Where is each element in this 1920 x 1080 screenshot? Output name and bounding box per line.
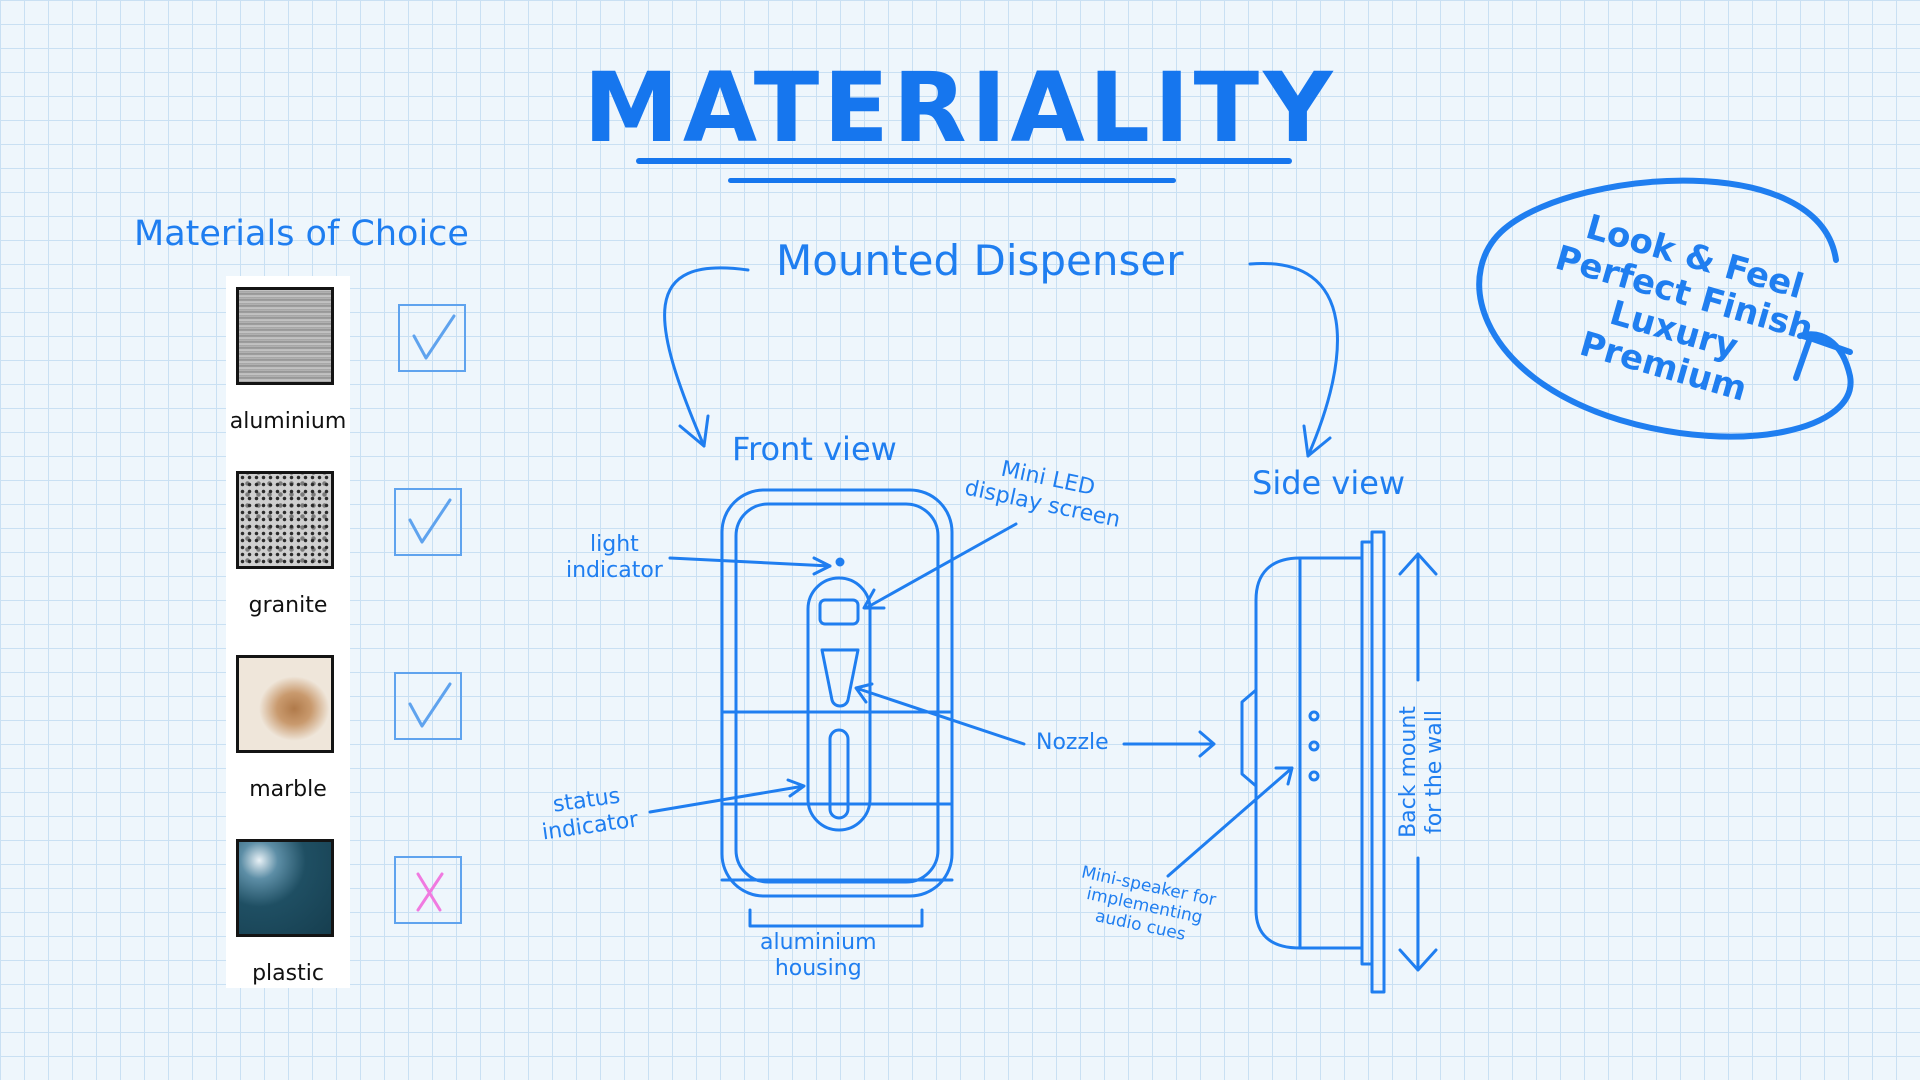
- checkmark-icon: [408, 498, 452, 544]
- leader-light: [668, 556, 832, 576]
- light-indicator-annotation: light indicator: [566, 532, 663, 583]
- housing-annotation: aluminium housing: [760, 930, 877, 981]
- front-view-label: Front view: [732, 430, 897, 468]
- marble-checkbox[interactable]: [394, 672, 462, 740]
- checkmark-icon: [412, 314, 456, 360]
- page-title: MATERIALITY: [583, 52, 1337, 164]
- plastic-checkbox[interactable]: [394, 856, 462, 924]
- arrowhead-front: [678, 414, 710, 448]
- material-label: granite: [248, 593, 328, 618]
- front-control-strip: [806, 576, 872, 832]
- light-indicator-dot: [835, 557, 845, 567]
- nozzle-shape: [820, 648, 860, 708]
- speaker-hole: [1308, 710, 1320, 722]
- cross-icon: [416, 872, 444, 912]
- leader-status: [648, 778, 806, 814]
- dimension-head-top: [1398, 552, 1438, 576]
- aluminium-checkbox[interactable]: [398, 304, 466, 372]
- speaker-hole: [1308, 740, 1320, 752]
- front-line: [720, 710, 954, 882]
- dispenser-heading: Mounted Dispenser: [776, 236, 1184, 285]
- side-body: [1254, 556, 1364, 950]
- plastic-swatch: [236, 839, 334, 937]
- material-label: aluminium: [229, 409, 347, 434]
- title-underline-short: [728, 178, 1176, 183]
- swirl-arrow: [1476, 177, 1854, 440]
- front-inner-body: [734, 502, 940, 884]
- leader-nozzle: [854, 682, 1026, 746]
- side-nozzle: [1240, 688, 1258, 788]
- title-underline: [636, 158, 1292, 164]
- granite-checkbox[interactable]: [394, 488, 462, 556]
- materials-heading: Materials of Choice: [134, 214, 469, 254]
- nozzle-annotation: Nozzle: [1036, 730, 1109, 755]
- marble-swatch: [236, 655, 334, 753]
- status-indicator-slot: [828, 728, 850, 820]
- leader-mini-led: [862, 522, 1018, 610]
- speaker-hole: [1308, 770, 1320, 782]
- side-wall-mount: [1370, 530, 1386, 994]
- aluminium-swatch: [236, 287, 334, 385]
- leader-nozzle-side: [1122, 730, 1216, 758]
- front-outer-body: [720, 488, 954, 898]
- material-label: marble: [249, 777, 327, 802]
- swirl-arrowhead: [1793, 335, 1853, 381]
- granite-swatch: [236, 471, 334, 569]
- leader-speaker: [1166, 766, 1294, 878]
- dimension-head-bottom: [1398, 948, 1438, 972]
- arrow-to-front: [663, 266, 750, 448]
- back-mount-annotation: Back mount for the wall: [1395, 706, 1447, 838]
- checkmark-icon: [408, 682, 452, 728]
- material-label: plastic: [252, 961, 324, 986]
- mini-led-screen: [818, 598, 860, 626]
- side-body-line: [1298, 556, 1364, 950]
- housing-bracket: [748, 908, 924, 928]
- arrowhead-side: [1302, 424, 1332, 458]
- side-view-label: Side view: [1252, 464, 1406, 502]
- arrow-to-side: [1248, 262, 1339, 458]
